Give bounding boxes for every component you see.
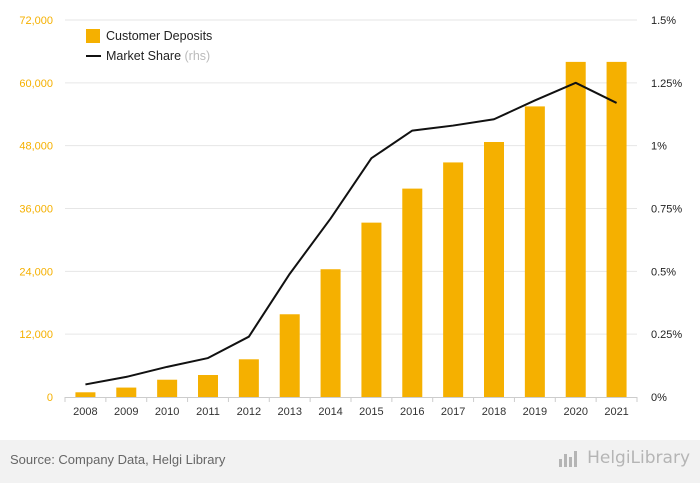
bar bbox=[402, 188, 423, 397]
x-tick-label: 2020 bbox=[563, 406, 587, 418]
right-tick-label: 0.75% bbox=[651, 204, 682, 216]
x-tick-label: 2013 bbox=[277, 406, 301, 418]
brand-name: HelgiLibrary bbox=[587, 448, 690, 468]
right-axis: 0% 0.25% 0.5% 0.75% 1% 1.25% 1.5% bbox=[651, 15, 682, 404]
left-axis: 0 12,000 24,000 36,000 48,000 60,000 72,000 bbox=[19, 15, 53, 404]
left-tick-label: 60,000 bbox=[19, 78, 53, 90]
right-tick-label: 0.5% bbox=[651, 266, 676, 278]
x-axis: 2008 2009 2010 2011 2012 2013 2014 2015 2016 2017… bbox=[64, 397, 638, 418]
bar bbox=[198, 375, 218, 397]
bar bbox=[565, 61, 586, 398]
right-tick-label: 0.25% bbox=[651, 329, 682, 341]
bar bbox=[75, 392, 96, 397]
bar bbox=[443, 162, 464, 397]
x-tick-label: 2011 bbox=[196, 406, 220, 418]
bar bbox=[524, 106, 545, 397]
bar bbox=[606, 61, 627, 398]
left-tick-label: 36,000 bbox=[19, 204, 53, 216]
left-tick-label: 48,000 bbox=[19, 141, 53, 153]
bar bbox=[157, 379, 178, 397]
x-tick-label: 2010 bbox=[155, 406, 179, 418]
legend-label-market-share: Market Share (rhs) bbox=[106, 49, 210, 63]
left-tick-label: 24,000 bbox=[19, 266, 53, 278]
market-share-line bbox=[85, 81, 618, 386]
left-tick-label: 0 bbox=[47, 392, 53, 404]
right-tick-label: 1.25% bbox=[651, 78, 682, 90]
footer: Source: Company Data, Helgi Library Helg… bbox=[0, 440, 700, 483]
x-tick-label: 2017 bbox=[441, 406, 465, 418]
legend-swatch-deposits bbox=[86, 29, 100, 43]
legend-label-deposits: Customer Deposits bbox=[106, 29, 212, 43]
x-tick-label: 2021 bbox=[604, 406, 628, 418]
right-tick-label: 1.5% bbox=[651, 15, 676, 27]
x-tick-label: 2008 bbox=[73, 406, 97, 418]
bar bbox=[484, 142, 504, 397]
source-note: Source: Company Data, Helgi Library bbox=[10, 452, 226, 467]
x-tick-label: 2019 bbox=[523, 406, 547, 418]
brand-logo: HelgiLibrary bbox=[559, 448, 690, 468]
right-tick-label: 0% bbox=[651, 392, 667, 404]
library-icon bbox=[559, 449, 581, 467]
bar bbox=[320, 269, 341, 397]
legend: Customer Deposits Market Share (rhs) bbox=[86, 29, 212, 63]
bar-series bbox=[75, 61, 627, 398]
bar bbox=[279, 314, 300, 397]
x-tick-label: 2014 bbox=[318, 406, 342, 418]
line-series bbox=[85, 81, 618, 386]
x-tick-label: 2009 bbox=[114, 406, 138, 418]
chart: 0 12,000 24,000 36,000 48,000 60,000 72,000 0%… bbox=[19, 15, 682, 418]
right-tick-label: 1% bbox=[651, 141, 667, 153]
x-tick-label: 2016 bbox=[400, 406, 424, 418]
bar bbox=[238, 359, 259, 397]
legend-rhs-note: (rhs) bbox=[185, 49, 211, 63]
x-tick-label: 2012 bbox=[237, 406, 261, 418]
x-tick-label: 2018 bbox=[482, 406, 506, 418]
x-tick-label: 2015 bbox=[359, 406, 383, 418]
left-tick-label: 12,000 bbox=[19, 329, 53, 341]
grid-lines bbox=[65, 19, 637, 398]
bar bbox=[116, 387, 137, 397]
left-tick-label: 72,000 bbox=[19, 15, 53, 27]
bar bbox=[361, 222, 382, 397]
